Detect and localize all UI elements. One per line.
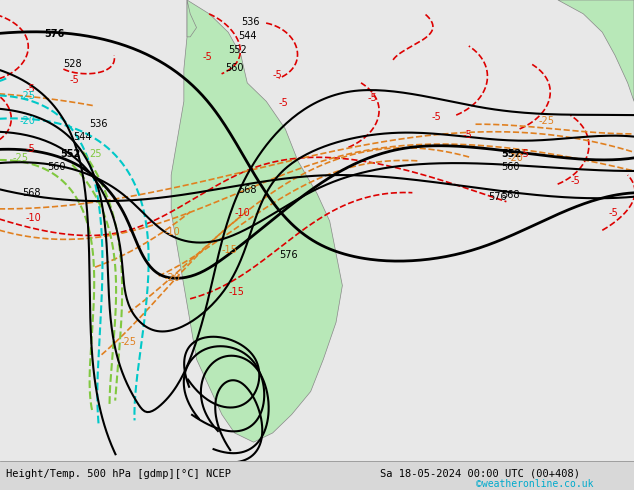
Text: 560: 560 [501,162,519,172]
Text: -5: -5 [463,130,472,140]
Text: -5: -5 [520,148,529,159]
Text: 528: 528 [63,59,82,69]
Text: 552: 552 [60,148,81,159]
Text: -5: -5 [609,208,618,219]
Text: 576: 576 [488,193,507,202]
Text: 568: 568 [238,185,256,196]
Text: -5: -5 [273,70,282,80]
Text: -25: -25 [19,91,35,101]
Text: -5: -5 [203,52,212,62]
Text: -5: -5 [368,93,377,103]
Text: 552: 552 [228,45,247,55]
Text: 568: 568 [501,190,519,200]
Text: -15: -15 [222,245,238,255]
Text: -5: -5 [25,144,35,154]
Polygon shape [171,0,342,442]
Text: -10: -10 [25,213,41,223]
Text: 568: 568 [22,188,41,198]
Text: -15: -15 [228,287,244,297]
Polygon shape [558,0,634,101]
Text: -20: -20 [19,116,35,126]
Text: 552: 552 [501,148,521,159]
Text: -5: -5 [25,84,35,94]
Text: 544: 544 [73,132,91,143]
Text: 560: 560 [48,162,66,172]
Text: 544: 544 [238,31,256,41]
Text: 576: 576 [279,250,297,260]
Text: -5: -5 [279,98,288,108]
Text: -20: -20 [165,273,181,283]
Text: 536: 536 [89,119,107,129]
Polygon shape [187,0,197,37]
Text: 560: 560 [225,63,243,74]
Text: -25: -25 [539,116,555,126]
Text: 25: 25 [89,148,101,159]
Text: Height/Temp. 500 hPa [gdmp][°C] NCEP: Height/Temp. 500 hPa [gdmp][°C] NCEP [6,469,231,479]
Text: -20: -20 [507,153,523,163]
Text: -5: -5 [571,176,580,186]
Text: -5: -5 [70,75,79,85]
Text: -25: -25 [13,153,29,163]
Text: 536: 536 [241,17,259,27]
Text: -10: -10 [235,208,250,219]
Text: -5: -5 [431,112,441,122]
Text: Sa 18-05-2024 00:00 UTC (00+408): Sa 18-05-2024 00:00 UTC (00+408) [380,469,580,479]
Text: -25: -25 [120,338,136,347]
Text: -10: -10 [165,227,181,237]
Text: 576: 576 [44,29,65,39]
Text: ©weatheronline.co.uk: ©weatheronline.co.uk [476,479,593,489]
